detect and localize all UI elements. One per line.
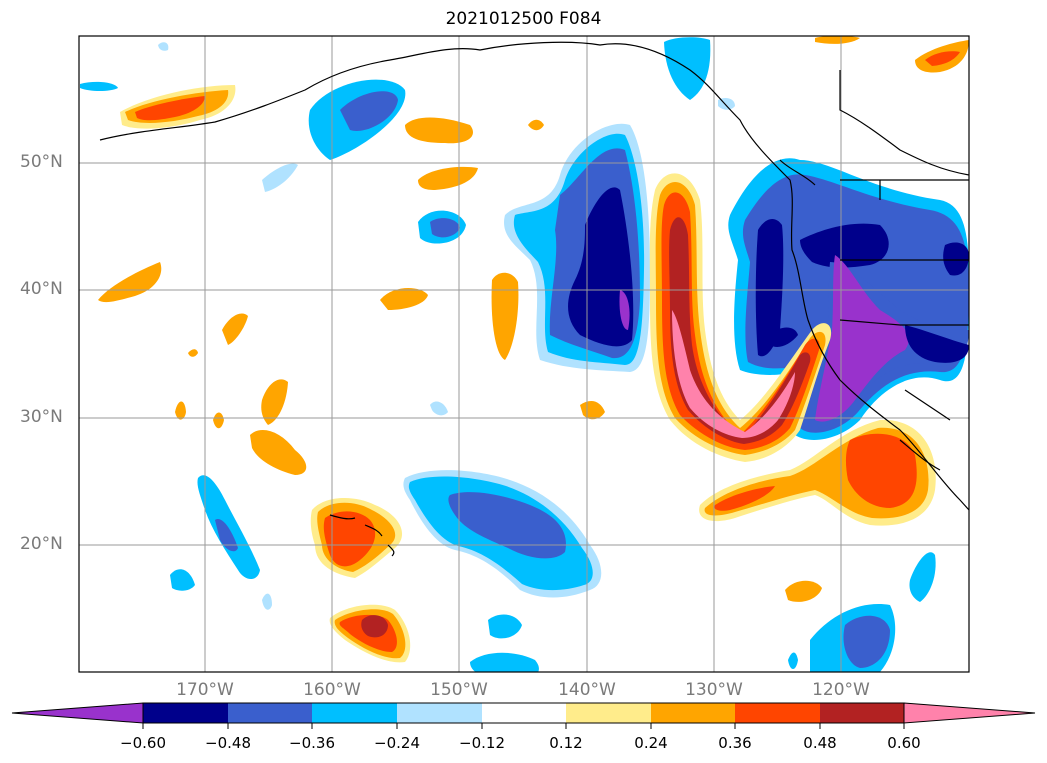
lon-label-150w: 150°W xyxy=(430,680,488,700)
lat-label-20n: 20°N xyxy=(20,534,63,554)
map-frame xyxy=(78,35,970,673)
lon-label-140w: 140°W xyxy=(558,680,616,700)
lon-label-160w: 160°W xyxy=(303,680,361,700)
colorbar-frame xyxy=(142,702,905,724)
lon-label-130w: 130°W xyxy=(685,680,743,700)
colorbar-cell-0 xyxy=(11,702,144,724)
lon-label-170w: 170°W xyxy=(176,680,234,700)
positive-anomaly-jet xyxy=(649,173,832,462)
colorbar-tick-label: −0.48 xyxy=(205,734,251,752)
lon-label-120w: 120°W xyxy=(812,680,870,700)
colorbar-tick-label: 0.48 xyxy=(803,734,837,752)
colorbar-cell-4 xyxy=(397,703,482,723)
colorbar-tick-label: 0.36 xyxy=(718,734,752,752)
colorbar-ticks xyxy=(142,723,905,729)
positive-anomaly-west xyxy=(98,36,969,663)
colorbar-tick-label: −0.12 xyxy=(459,734,505,752)
colorbar-cell-8 xyxy=(735,703,820,723)
colorbar-cell-7 xyxy=(651,703,735,723)
negative-anomaly-south xyxy=(158,37,936,672)
negative-anomaly-north xyxy=(80,79,466,244)
colorbar-cell-2 xyxy=(228,703,312,723)
negative-anomaly-trough xyxy=(504,123,650,372)
lat-label-40n: 40°N xyxy=(20,279,63,299)
colorbar-tick-label: −0.24 xyxy=(374,734,420,752)
lat-label-30n: 30°N xyxy=(20,407,63,427)
colorbar-cell-1 xyxy=(143,703,228,723)
colorbar xyxy=(11,702,1036,729)
positive-anomaly-southwest xyxy=(699,419,936,602)
colorbar-tick-label: −0.36 xyxy=(289,734,335,752)
colorbar-cell-3 xyxy=(312,703,397,723)
colorbar-cell-6 xyxy=(566,703,651,723)
anomaly-field xyxy=(79,36,969,672)
colorbar-tick-label: 0.60 xyxy=(887,734,921,752)
colorbar-cell-5 xyxy=(482,703,566,723)
map-title: 2021012500 F084 xyxy=(445,9,602,29)
lat-label-50n: 50°N xyxy=(20,152,63,172)
coastlines xyxy=(99,41,969,557)
colorbar-cell-10 xyxy=(903,702,1036,724)
colorbar-tick-label: 0.24 xyxy=(634,734,668,752)
colorbar-tick-label: 0.12 xyxy=(549,734,583,752)
colorbar-cell-9 xyxy=(820,703,904,723)
colorbar-tick-label: −0.60 xyxy=(120,734,166,752)
gridlines xyxy=(79,36,969,672)
